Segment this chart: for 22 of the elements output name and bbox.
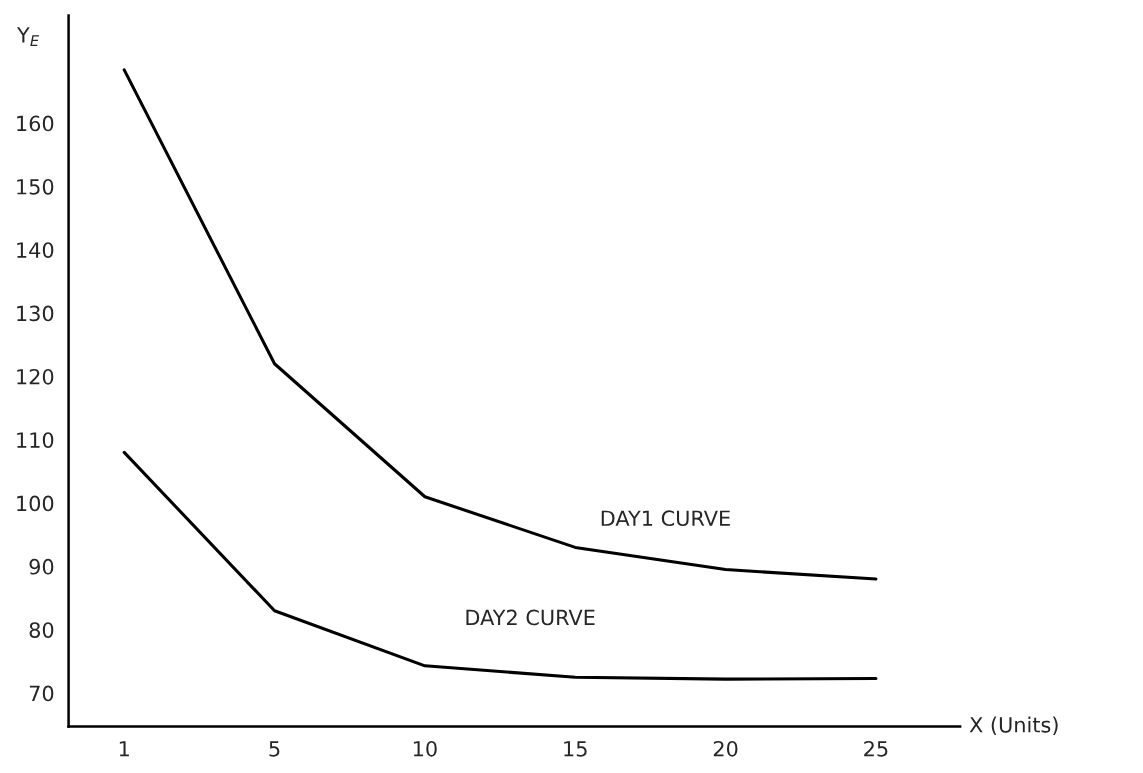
x-tick-label: 15 (564, 741, 587, 757)
x-tick-label: 25 (864, 740, 888, 757)
x-tick-label: 10 (413, 740, 437, 757)
text: DAY2 CURVE (466, 609, 595, 626)
y-tick-label: 160 (17, 115, 54, 132)
y-tick-label: 140 (17, 242, 54, 258)
y-axis-title: Y$_{E}$ (16, 27, 40, 46)
y-tick-label: 120 (17, 368, 54, 385)
x-tick-label: 1 (119, 741, 129, 757)
x-tick-label: 20 (713, 740, 738, 757)
x-tick-label: 5 (269, 741, 280, 757)
y-tick-label: 130 (17, 305, 54, 322)
x-axis-title: X (Units) (969, 716, 1058, 736)
y-tick-label: 80 (29, 622, 54, 638)
y-tick-label: 90 (29, 558, 54, 575)
line-series (122, 68, 878, 581)
line-series (122, 450, 878, 681)
y-tick-label: 110 (17, 432, 54, 448)
series-label: DAY1 CURVE (601, 510, 730, 527)
y-tick-label: 150 (17, 178, 54, 195)
y-tick-label: 100 (17, 495, 54, 512)
y-tick-label: 70 (29, 685, 54, 702)
